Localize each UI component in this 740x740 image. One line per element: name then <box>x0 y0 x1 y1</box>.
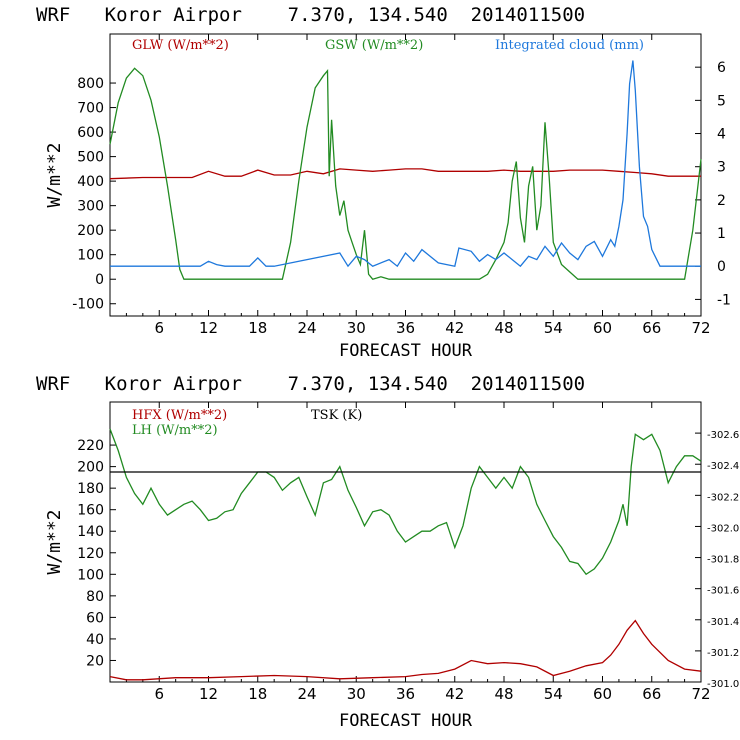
x-tick-label: 30 <box>347 685 366 703</box>
x-tick-label: 54 <box>544 685 563 703</box>
y2-tick-label: 2 <box>717 193 726 209</box>
y-axis-label: W/m**2 <box>44 509 65 574</box>
x-tick-label: 54 <box>544 319 563 337</box>
series-line-2 <box>109 67 702 280</box>
y2-tick-label: -301.4 <box>707 617 739 628</box>
x-tick-label: 72 <box>691 319 710 337</box>
y2-tick-label: 6 <box>717 60 726 76</box>
x-tick-label: 36 <box>396 685 415 703</box>
y-tick-label: 200 <box>77 460 104 476</box>
x-tick-label: 6 <box>154 685 164 703</box>
chart-title: WRF Koror Airpor 7.370, 134.540 20140115… <box>36 373 585 395</box>
y2-tick-label: -302.4 <box>707 461 739 472</box>
y-tick-label: 600 <box>77 125 104 141</box>
y-tick-label: 300 <box>77 199 104 215</box>
y2-tick-label: -302.0 <box>707 523 739 534</box>
x-axis-label: FORECAST HOUR <box>339 711 473 731</box>
y2-tick-label: -301.6 <box>707 586 739 597</box>
x-axis-label: FORECAST HOUR <box>339 341 473 361</box>
x-tick-label: 66 <box>642 685 661 703</box>
y-tick-label: 700 <box>77 101 104 117</box>
y-tick-label: 800 <box>77 76 104 92</box>
y2-tick-label: 4 <box>717 127 726 143</box>
y-tick-label: 500 <box>77 150 104 166</box>
x-tick-label: 24 <box>297 319 316 337</box>
y-tick-label: 100 <box>77 567 104 583</box>
x-tick-label: 48 <box>494 685 513 703</box>
x-tick-label: 36 <box>396 319 415 337</box>
y-tick-label: 200 <box>77 223 104 239</box>
chart-1: WRF Koror Airpor 7.370, 134.540 20140115… <box>36 4 731 361</box>
legend-entry: Integrated cloud (mm) <box>495 38 644 53</box>
y2-tick-label: 5 <box>717 93 726 109</box>
legend-entry: GSW (W/m**2) <box>325 38 423 53</box>
y-axis-label: W/m**2 <box>44 142 65 207</box>
y-tick-label: 100 <box>77 248 104 264</box>
y2-tick-label: -301.2 <box>707 648 739 659</box>
y-tick-label: 20 <box>86 653 104 669</box>
x-tick-label: 60 <box>593 685 612 703</box>
y2-tick-label: 0 <box>717 259 726 275</box>
x-tick-label: 48 <box>494 319 513 337</box>
y-tick-label: 140 <box>77 524 104 540</box>
x-tick-label: 42 <box>445 685 464 703</box>
legend-entry: HFX (W/m**2) <box>132 408 227 423</box>
y-tick-label: 0 <box>95 272 104 288</box>
y-tick-label: 40 <box>86 632 104 648</box>
x-tick-label: 12 <box>199 319 218 337</box>
y2-tick-label: -1 <box>717 292 731 308</box>
y-tick-label: 180 <box>77 481 104 497</box>
x-tick-label: 6 <box>154 319 164 337</box>
x-tick-label: 72 <box>691 685 710 703</box>
y-tick-label: 60 <box>86 610 104 626</box>
y-tick-label: -100 <box>72 297 104 313</box>
x-tick-label: 60 <box>593 319 612 337</box>
y-tick-label: 160 <box>77 503 104 519</box>
y2-tick-label: -301.0 <box>707 679 739 690</box>
y-tick-label: 80 <box>86 589 104 605</box>
y-tick-label: 220 <box>77 438 104 454</box>
y2-tick-label: -302.6 <box>707 430 739 441</box>
chart-2: WRF Koror Airpor 7.370, 134.540 20140115… <box>36 373 739 731</box>
x-tick-label: 18 <box>248 319 267 337</box>
y2-tick-label: 3 <box>717 160 726 176</box>
legend-entry: TSK (K) <box>311 408 362 423</box>
chart-title: WRF Koror Airpor 7.370, 134.540 20140115… <box>36 4 585 26</box>
series-line-2 <box>109 428 702 576</box>
y-tick-label: 400 <box>77 174 104 190</box>
series-line-1 <box>109 168 701 180</box>
x-tick-label: 66 <box>642 319 661 337</box>
series-line-1 <box>109 619 702 681</box>
x-tick-label: 42 <box>445 319 464 337</box>
x-tick-label: 30 <box>347 319 366 337</box>
y-tick-label: 120 <box>77 546 104 562</box>
legend-entry: LH (W/m**2) <box>132 423 218 438</box>
y2-tick-label: 1 <box>717 226 726 242</box>
x-tick-label: 12 <box>199 685 218 703</box>
y2-tick-label: -301.8 <box>707 555 739 566</box>
x-tick-label: 18 <box>248 685 267 703</box>
series-line-3 <box>110 60 701 268</box>
x-tick-label: 24 <box>297 685 316 703</box>
legend-entry: GLW (W/m**2) <box>132 38 229 53</box>
y2-tick-label: -302.2 <box>707 492 739 503</box>
